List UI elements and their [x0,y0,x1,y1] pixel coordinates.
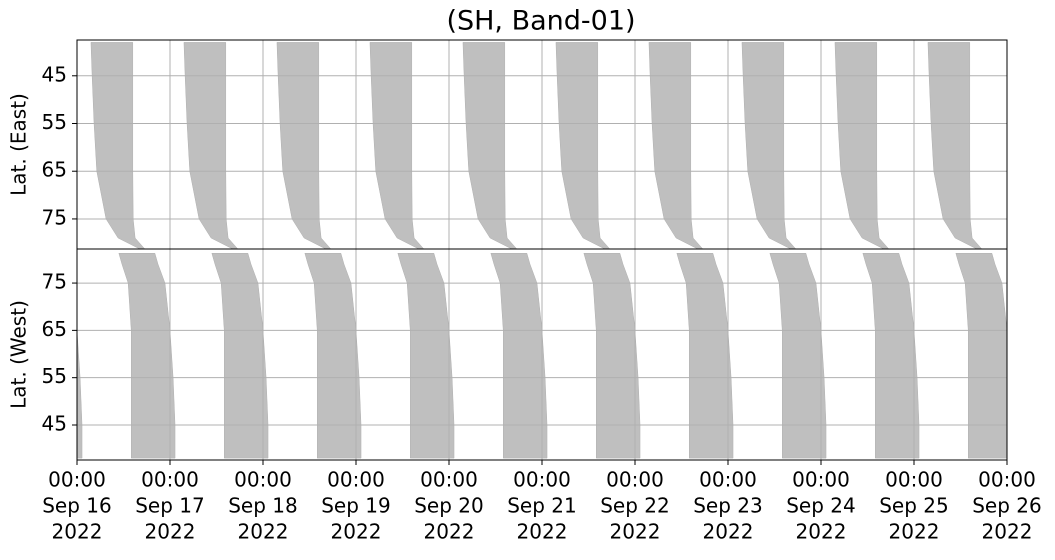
x-tick-label: 2022 [517,520,568,544]
y-tick-label: 75 [42,205,67,229]
x-tick-label: 00:00 [48,468,106,492]
x-tick-label: 2022 [145,520,196,544]
coverage-band [583,253,641,459]
coverage-band [927,42,983,249]
x-tick-label: 2022 [703,520,754,544]
x-tick-label: 00:00 [699,468,757,492]
x-tick-label: Sep 19 [321,494,391,518]
x-tick-label: 00:00 [792,468,850,492]
x-tick-label: 00:00 [327,468,385,492]
x-tick-label: Sep 16 [42,494,112,518]
x-tick-label: Sep 21 [507,494,577,518]
x-tick-label: 00:00 [885,468,943,492]
x-tick-label: 00:00 [606,468,664,492]
x-tick-label: Sep 23 [693,494,763,518]
coverage-band [769,253,827,459]
x-tick-label: Sep 24 [786,494,856,518]
x-tick-label: 00:00 [141,468,199,492]
y-tick-label: 45 [42,411,67,435]
x-tick-label: Sep 25 [879,494,949,518]
x-tick-label: 2022 [610,520,661,544]
y-tick-label: 65 [42,317,67,341]
coverage-band [741,42,797,249]
panel-plot [77,253,1007,459]
coverage-band [555,42,611,249]
y-tick-label: 55 [42,110,67,134]
y-tick-label: 45 [42,62,67,86]
panel-plot [90,42,983,249]
coverage-band [183,42,239,249]
coverage-band [676,253,734,459]
y-tick-label: 75 [42,270,67,294]
coverage-band [955,253,1007,459]
x-tick-label: 00:00 [234,468,292,492]
coverage-band [397,253,455,459]
y-axis-label: Lat. (East) [7,93,31,196]
coverage-band [304,253,362,459]
coverage-band [90,42,146,249]
chart-title: (SH, Band-01) [446,6,635,37]
x-tick-label: 2022 [889,520,940,544]
x-tick-label: 00:00 [513,468,571,492]
x-tick-label: Sep 26 [972,494,1042,518]
x-tick-label: 00:00 [978,468,1036,492]
y-tick-label: 55 [42,364,67,388]
x-tick-label: Sep 18 [228,494,298,518]
coverage-band [77,328,83,459]
x-tick-label: Sep 22 [600,494,670,518]
coverage-band [462,42,518,249]
x-tick-label: 2022 [331,520,382,544]
x-tick-label: 2022 [424,520,475,544]
x-tick-label: 00:00 [420,468,478,492]
coverage-band [648,42,704,249]
x-tick-label: 2022 [52,520,103,544]
x-tick-label: Sep 20 [414,494,484,518]
y-tick-label: 65 [42,158,67,182]
x-tick-label: 2022 [796,520,847,544]
coverage-band [118,253,176,459]
coverage-band [490,253,548,459]
coverage-band [211,253,269,459]
x-tick-label: 2022 [982,520,1033,544]
x-tick-label: Sep 17 [135,494,205,518]
coverage-band [276,42,332,249]
coverage-band [862,253,920,459]
y-axis-label: Lat. (West) [7,300,31,409]
coverage-band [369,42,425,249]
coverage-band [834,42,890,249]
x-tick-label: 2022 [238,520,289,544]
